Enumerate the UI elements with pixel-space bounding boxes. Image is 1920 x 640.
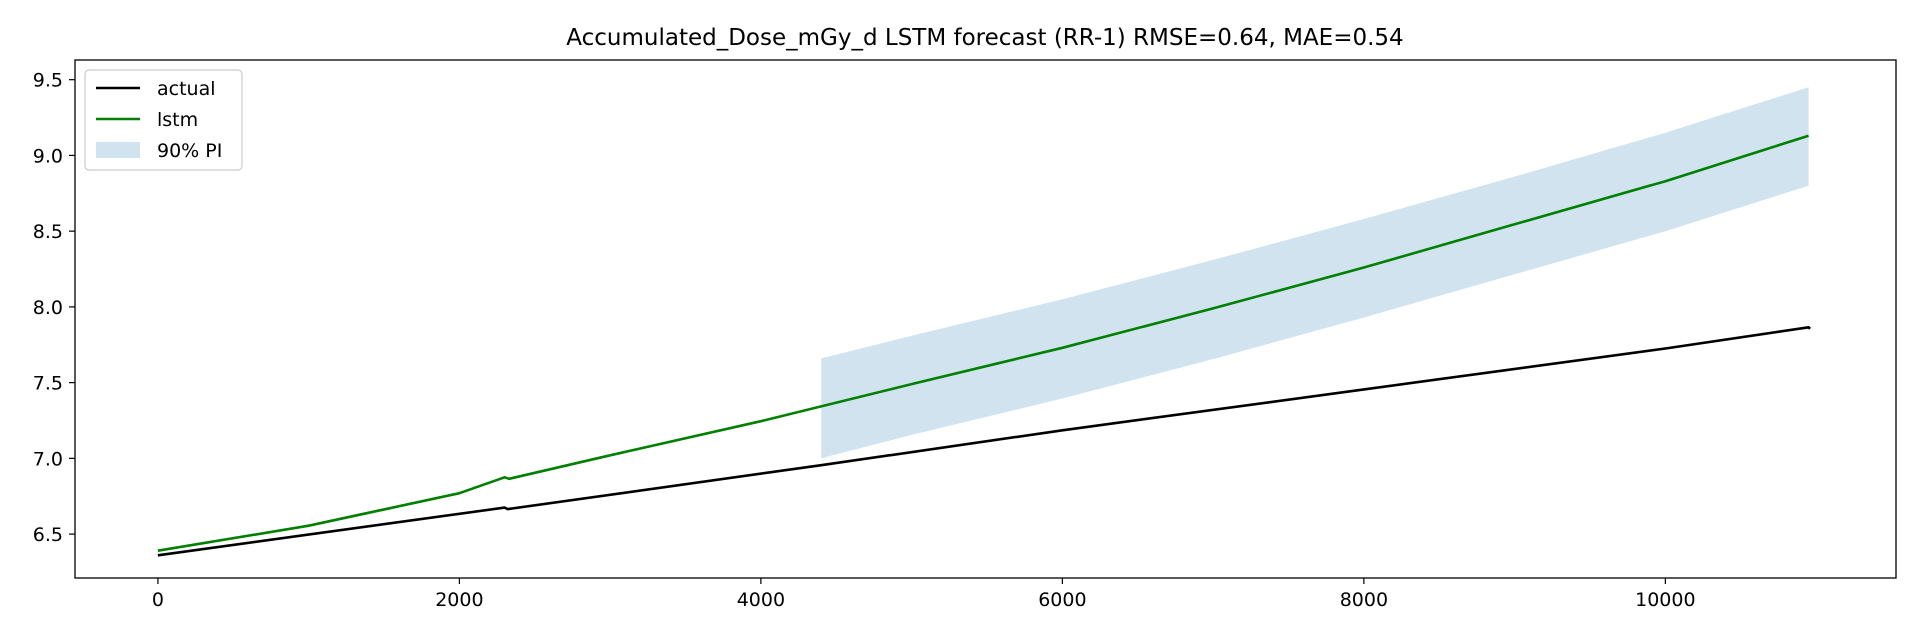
series-line-actual [157,325,1812,557]
chart-title: Accumulated_Dose_mGy_d LSTM forecast (RR… [566,25,1403,51]
series-line-lstm [157,134,1809,552]
legend-label-actual: actual [157,78,216,100]
x-tick-label: 10000 [1635,589,1695,611]
y-tick-label: 9.5 [33,70,63,92]
legend: actual lstm 90% PI [84,69,243,171]
pi-band [821,87,1809,459]
plot-area [157,87,1812,557]
legend-label-lstm: lstm [157,109,198,131]
legend-swatch-pi [96,142,140,158]
plot-frame [74,59,1897,579]
x-axis: 0 2000 4000 6000 8000 10000 [152,578,1696,611]
x-tick-label: 4000 [737,589,785,611]
y-tick-label: 8.0 [33,297,63,319]
x-tick-label: 0 [152,589,164,611]
y-tick-label: 7.5 [33,373,63,395]
y-tick-label: 7.0 [33,448,63,470]
y-tick-label: 9.0 [33,145,63,167]
x-tick-label: 8000 [1340,589,1388,611]
y-tick-label: 6.5 [33,524,63,546]
legend-label-pi: 90% PI [157,140,222,162]
y-axis: 6.5 7.0 7.5 8.0 8.5 9.0 9.5 [33,70,75,546]
x-tick-label: 2000 [435,589,483,611]
x-tick-label: 6000 [1038,589,1086,611]
y-tick-label: 8.5 [33,221,63,243]
